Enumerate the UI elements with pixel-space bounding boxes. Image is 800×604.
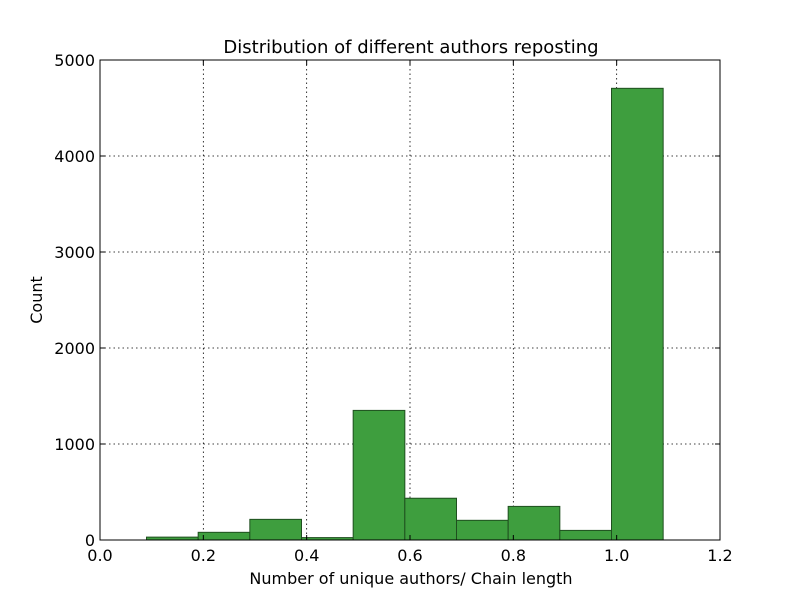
histogram-bar [197, 531, 251, 541]
x-tick-label: 0.2 [191, 546, 216, 565]
histogram-bar [507, 505, 561, 541]
x-tick-label: 0.0 [87, 546, 112, 565]
axis-ticks: 0.0 0.2 0.4 0.6 0.8 1.0 1.2 0 1000 2000 3000 4000 50… [54, 51, 732, 565]
x-tick-label: 1.2 [707, 546, 732, 565]
y-tick-label: 3000 [54, 243, 95, 262]
y-tick-label: 4000 [54, 147, 95, 166]
x-tick-label: 1.0 [604, 546, 629, 565]
histogram-bar [249, 518, 302, 541]
y-tick-label: 1000 [54, 435, 95, 454]
histogram-bar [611, 87, 664, 541]
y-tick-label: 2000 [54, 339, 95, 358]
chart-title: Distribution of different authors repost… [223, 37, 598, 58]
histogram-bar [559, 529, 612, 541]
x-tick-label: 0.8 [501, 546, 526, 565]
x-tick-label: 0.4 [294, 546, 319, 565]
histogram-bar [404, 497, 458, 541]
histogram-bar [352, 409, 406, 541]
plot-frame [99, 59, 721, 541]
x-axis-label: Number of unique authors/ Chain length [249, 569, 572, 588]
y-axis-label: Count [27, 276, 46, 324]
y-tick-label: 0 [85, 531, 95, 550]
y-tick-label: 5000 [54, 51, 95, 70]
x-tick-label: 0.6 [397, 546, 422, 565]
histogram-bar [456, 519, 509, 541]
bars [146, 87, 664, 541]
